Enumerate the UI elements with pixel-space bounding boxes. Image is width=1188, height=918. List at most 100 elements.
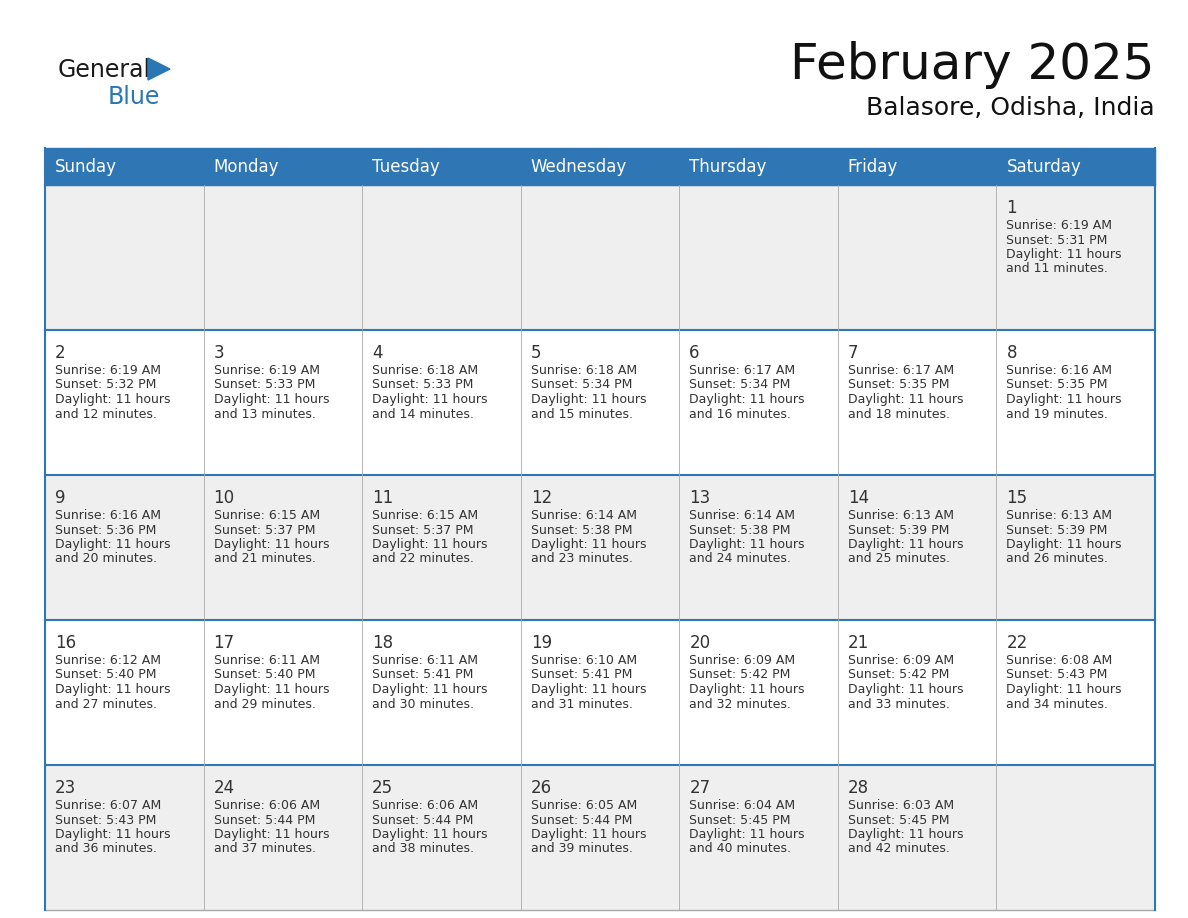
Text: 10: 10 (214, 489, 235, 507)
Text: Sunrise: 6:11 AM: Sunrise: 6:11 AM (214, 654, 320, 667)
Text: Sunrise: 6:06 AM: Sunrise: 6:06 AM (372, 799, 479, 812)
Text: Tuesday: Tuesday (372, 158, 440, 175)
Text: Sunset: 5:41 PM: Sunset: 5:41 PM (531, 668, 632, 681)
Bar (45, 475, 1155, 620)
Text: Sunset: 5:34 PM: Sunset: 5:34 PM (689, 378, 791, 391)
Text: 20: 20 (689, 634, 710, 652)
Text: and 27 minutes.: and 27 minutes. (55, 698, 157, 711)
Text: Sunrise: 6:19 AM: Sunrise: 6:19 AM (1006, 219, 1112, 232)
Text: Sunday: Sunday (55, 158, 116, 175)
Text: and 40 minutes.: and 40 minutes. (689, 843, 791, 856)
Text: Sunrise: 6:09 AM: Sunrise: 6:09 AM (689, 654, 796, 667)
Text: 14: 14 (848, 489, 868, 507)
Text: Sunset: 5:42 PM: Sunset: 5:42 PM (689, 668, 791, 681)
Text: Sunrise: 6:19 AM: Sunrise: 6:19 AM (55, 364, 162, 377)
Bar (45, 185, 1155, 330)
Text: Daylight: 11 hours: Daylight: 11 hours (689, 828, 804, 841)
Text: Sunrise: 6:05 AM: Sunrise: 6:05 AM (531, 799, 637, 812)
Text: 24: 24 (214, 779, 235, 797)
Text: 1: 1 (1006, 199, 1017, 217)
Text: Sunrise: 6:17 AM: Sunrise: 6:17 AM (848, 364, 954, 377)
Text: and 20 minutes.: and 20 minutes. (55, 553, 157, 565)
Text: and 25 minutes.: and 25 minutes. (848, 553, 950, 565)
Text: 15: 15 (1006, 489, 1028, 507)
Text: Balasore, Odisha, India: Balasore, Odisha, India (866, 96, 1155, 120)
Text: Daylight: 11 hours: Daylight: 11 hours (214, 393, 329, 406)
Text: Sunrise: 6:18 AM: Sunrise: 6:18 AM (531, 364, 637, 377)
Text: and 19 minutes.: and 19 minutes. (1006, 408, 1108, 420)
Text: Saturday: Saturday (1006, 158, 1081, 175)
Text: Sunrise: 6:14 AM: Sunrise: 6:14 AM (531, 509, 637, 522)
Text: Sunrise: 6:19 AM: Sunrise: 6:19 AM (214, 364, 320, 377)
Text: Sunset: 5:43 PM: Sunset: 5:43 PM (55, 813, 157, 826)
Text: Sunrise: 6:04 AM: Sunrise: 6:04 AM (689, 799, 796, 812)
Text: Sunrise: 6:14 AM: Sunrise: 6:14 AM (689, 509, 795, 522)
Text: and 21 minutes.: and 21 minutes. (214, 553, 316, 565)
Text: Sunrise: 6:15 AM: Sunrise: 6:15 AM (214, 509, 320, 522)
Text: Daylight: 11 hours: Daylight: 11 hours (848, 828, 963, 841)
Text: Daylight: 11 hours: Daylight: 11 hours (531, 393, 646, 406)
Text: Daylight: 11 hours: Daylight: 11 hours (1006, 538, 1121, 551)
Text: 5: 5 (531, 344, 542, 362)
Text: 18: 18 (372, 634, 393, 652)
Text: Daylight: 11 hours: Daylight: 11 hours (689, 683, 804, 696)
Text: and 11 minutes.: and 11 minutes. (1006, 263, 1108, 275)
Text: Daylight: 11 hours: Daylight: 11 hours (531, 683, 646, 696)
Text: Sunset: 5:40 PM: Sunset: 5:40 PM (214, 668, 315, 681)
Text: Daylight: 11 hours: Daylight: 11 hours (372, 828, 487, 841)
Text: Monday: Monday (214, 158, 279, 175)
Text: Daylight: 11 hours: Daylight: 11 hours (55, 828, 171, 841)
Text: Daylight: 11 hours: Daylight: 11 hours (1006, 393, 1121, 406)
Text: Sunrise: 6:15 AM: Sunrise: 6:15 AM (372, 509, 479, 522)
Text: and 42 minutes.: and 42 minutes. (848, 843, 949, 856)
Text: and 13 minutes.: and 13 minutes. (214, 408, 316, 420)
Text: Sunrise: 6:17 AM: Sunrise: 6:17 AM (689, 364, 796, 377)
Text: and 22 minutes.: and 22 minutes. (372, 553, 474, 565)
Text: Sunset: 5:39 PM: Sunset: 5:39 PM (848, 523, 949, 536)
Text: Sunset: 5:44 PM: Sunset: 5:44 PM (372, 813, 474, 826)
Text: 16: 16 (55, 634, 76, 652)
Text: Thursday: Thursday (689, 158, 766, 175)
Text: 22: 22 (1006, 634, 1028, 652)
Text: Sunrise: 6:13 AM: Sunrise: 6:13 AM (848, 509, 954, 522)
Text: Sunrise: 6:03 AM: Sunrise: 6:03 AM (848, 799, 954, 812)
Text: Sunset: 5:33 PM: Sunset: 5:33 PM (214, 378, 315, 391)
Text: Sunset: 5:34 PM: Sunset: 5:34 PM (531, 378, 632, 391)
Text: Sunset: 5:42 PM: Sunset: 5:42 PM (848, 668, 949, 681)
Text: Sunset: 5:35 PM: Sunset: 5:35 PM (848, 378, 949, 391)
Text: 17: 17 (214, 634, 235, 652)
Text: 7: 7 (848, 344, 859, 362)
Text: Daylight: 11 hours: Daylight: 11 hours (531, 538, 646, 551)
Text: Sunrise: 6:11 AM: Sunrise: 6:11 AM (372, 654, 478, 667)
Text: Sunset: 5:31 PM: Sunset: 5:31 PM (1006, 233, 1107, 247)
Text: Sunset: 5:41 PM: Sunset: 5:41 PM (372, 668, 474, 681)
Text: and 34 minutes.: and 34 minutes. (1006, 698, 1108, 711)
Text: Daylight: 11 hours: Daylight: 11 hours (214, 683, 329, 696)
Text: and 26 minutes.: and 26 minutes. (1006, 553, 1108, 565)
Text: Sunset: 5:44 PM: Sunset: 5:44 PM (531, 813, 632, 826)
Text: and 29 minutes.: and 29 minutes. (214, 698, 316, 711)
Text: Sunrise: 6:16 AM: Sunrise: 6:16 AM (1006, 364, 1112, 377)
Text: Daylight: 11 hours: Daylight: 11 hours (214, 828, 329, 841)
Text: and 14 minutes.: and 14 minutes. (372, 408, 474, 420)
Text: and 39 minutes.: and 39 minutes. (531, 843, 632, 856)
Text: Sunset: 5:37 PM: Sunset: 5:37 PM (214, 523, 315, 536)
Text: and 18 minutes.: and 18 minutes. (848, 408, 950, 420)
Text: February 2025: February 2025 (790, 41, 1155, 89)
Text: Daylight: 11 hours: Daylight: 11 hours (848, 393, 963, 406)
Text: Sunset: 5:44 PM: Sunset: 5:44 PM (214, 813, 315, 826)
Text: and 31 minutes.: and 31 minutes. (531, 698, 632, 711)
Text: 8: 8 (1006, 344, 1017, 362)
Text: Sunset: 5:37 PM: Sunset: 5:37 PM (372, 523, 474, 536)
Text: Daylight: 11 hours: Daylight: 11 hours (372, 393, 487, 406)
Text: 28: 28 (848, 779, 868, 797)
Text: and 37 minutes.: and 37 minutes. (214, 843, 316, 856)
Text: Sunrise: 6:12 AM: Sunrise: 6:12 AM (55, 654, 162, 667)
Text: and 38 minutes.: and 38 minutes. (372, 843, 474, 856)
Text: and 15 minutes.: and 15 minutes. (531, 408, 633, 420)
Text: Sunset: 5:39 PM: Sunset: 5:39 PM (1006, 523, 1107, 536)
Text: 13: 13 (689, 489, 710, 507)
Text: Daylight: 11 hours: Daylight: 11 hours (689, 393, 804, 406)
Text: 4: 4 (372, 344, 383, 362)
Text: and 33 minutes.: and 33 minutes. (848, 698, 949, 711)
